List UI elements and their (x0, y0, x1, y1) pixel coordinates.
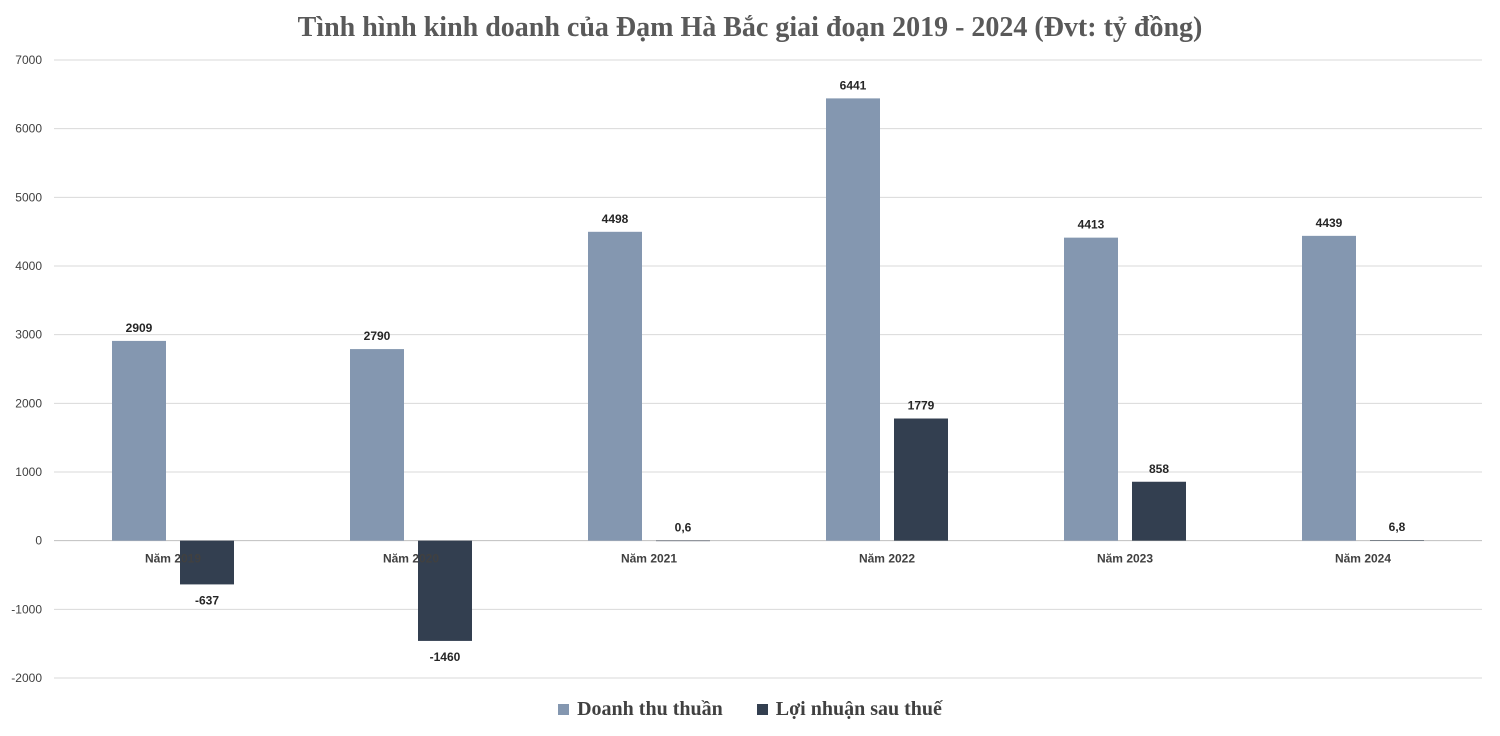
y-tick-label: -2000 (11, 671, 42, 685)
legend-item-revenue: Doanh thu thuần (558, 698, 723, 721)
y-tick-label: 0 (35, 534, 42, 548)
x-category-label: Năm 2023 (1097, 552, 1153, 566)
gridlines (54, 59, 1482, 679)
data-label-revenue: 2790 (364, 329, 391, 343)
x-category-label: Năm 2020 (383, 552, 439, 566)
y-tick-label: 2000 (15, 396, 42, 410)
chart-title: Tình hình kinh doanh của Đạm Hà Bắc giai… (297, 12, 1203, 43)
y-tick-label: 5000 (15, 190, 42, 204)
bar-profit (656, 540, 710, 542)
x-category-label: Năm 2019 (145, 552, 201, 566)
bar-profit (180, 540, 234, 585)
data-label-profit: 0,6 (675, 521, 692, 535)
bar-revenue (1064, 237, 1118, 541)
y-tick-label: 6000 (15, 122, 42, 136)
data-label-profit: -1460 (430, 650, 461, 664)
x-category-label: Năm 2024 (1335, 552, 1391, 566)
legend-label-revenue: Doanh thu thuần (577, 698, 723, 720)
y-tick-label: 7000 (15, 53, 42, 67)
bar-profit (1370, 540, 1424, 541)
data-label-revenue: 4413 (1078, 218, 1105, 232)
bar-profit (894, 418, 948, 541)
bar-revenue (1302, 235, 1356, 541)
data-label-revenue: 6441 (840, 78, 867, 92)
bar-revenue (826, 98, 880, 541)
bar-profit (418, 540, 472, 641)
labels: -2000 -1000 0 1000 2000 3000 4000 5000 6000 7000 2… (11, 53, 1405, 685)
data-label-profit: 1779 (908, 399, 935, 413)
legend-label-profit: Lợi nhuận sau thuế (775, 698, 942, 720)
data-label-revenue: 4498 (602, 212, 629, 226)
y-tick-label: 3000 (15, 328, 42, 342)
x-category-label: Năm 2022 (859, 552, 915, 566)
bar-revenue (112, 340, 166, 541)
legend-swatch-profit (756, 704, 768, 715)
data-label-revenue: 4439 (1316, 216, 1343, 230)
data-label-profit: 6,8 (1389, 520, 1406, 534)
y-tick-label: 4000 (15, 259, 42, 273)
legend-swatch-revenue (558, 704, 570, 715)
y-tick-label: -1000 (11, 602, 42, 616)
data-label-revenue: 2909 (126, 321, 153, 335)
bar-revenue (350, 349, 404, 541)
bar-profit (1132, 481, 1186, 541)
y-tick-label: 1000 (15, 465, 42, 479)
x-category-label: Năm 2021 (621, 552, 677, 566)
legend: Doanh thu thuần Lợi nhuận sau thuế (0, 698, 1500, 721)
data-label-profit: 858 (1149, 462, 1169, 476)
legend-item-profit: Lợi nhuận sau thuế (756, 698, 942, 721)
data-label-profit: -637 (195, 593, 219, 607)
bars (112, 98, 1424, 641)
bar-revenue (588, 231, 642, 541)
